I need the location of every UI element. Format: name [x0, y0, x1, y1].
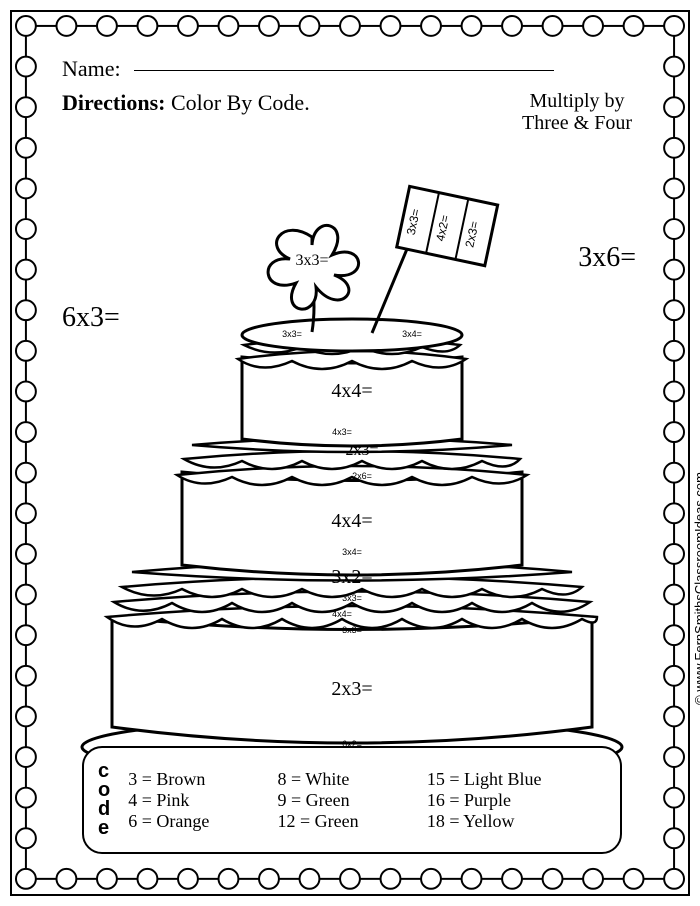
code-item: 4 = Pink: [128, 790, 277, 811]
subtitle: Multiply by Three & Four: [522, 90, 632, 134]
subtitle-l2: Three & Four: [522, 112, 632, 134]
lbl-t3-f2: 4x4=: [332, 609, 352, 619]
lbl-topL: 3x3=: [282, 329, 302, 339]
cake: 3x3= 4x2= 2x3= 3x3= 3x3= 3x4= 4x4= 4x3= …: [52, 147, 652, 787]
code-item: 8 = White: [278, 769, 427, 790]
lbl-t2-mid: 2x6=: [352, 471, 372, 481]
subtitle-l1: Multiply by: [522, 90, 632, 112]
tier1-top: [242, 319, 462, 351]
lbl-t3-f1: 3x3=: [342, 593, 362, 603]
lbl-t1-body: 4x4=: [331, 380, 372, 402]
lbl-t3-top: 3x2=: [331, 566, 372, 588]
lbl-t2-frost: 3x4=: [342, 547, 362, 557]
directions-label: Directions:: [62, 90, 165, 115]
copyright-credit: © www.FernSmithsClassroomIdeas.com: [692, 472, 700, 705]
code-item: 15 = Light Blue: [427, 769, 606, 790]
name-input-line[interactable]: [134, 70, 554, 71]
code-item: 18 = Yellow: [427, 811, 606, 832]
code-item: 6 = Orange: [128, 811, 277, 832]
directions-text: Color By Code.: [171, 90, 310, 115]
lbl-t2-body: 4x4=: [331, 510, 372, 532]
code-item: 3 = Brown: [128, 769, 277, 790]
code-grid: 3 = Brown8 = White15 = Light Blue 4 = Pin…: [128, 769, 606, 832]
lbl-topR: 3x4=: [402, 329, 422, 339]
code-item: 9 = Green: [278, 790, 427, 811]
code-label: c o d e: [98, 762, 110, 838]
name-row: Name:: [62, 56, 638, 82]
clover: [268, 225, 358, 332]
lbl-t3-body: 2x3=: [331, 678, 372, 700]
worksheet-page: Name: Directions: Color By Code. Multipl…: [10, 10, 690, 896]
lbl-t1-frost: 4x3=: [332, 427, 352, 437]
lbl-clover: 3x3=: [295, 252, 328, 269]
name-label: Name:: [62, 56, 121, 81]
code-box: c o d e 3 = Brown8 = White15 = Light Blu…: [82, 746, 622, 854]
lbl-t2-top: 2x3=: [345, 442, 378, 459]
code-item: 16 = Purple: [427, 790, 606, 811]
code-item: 12 = Green: [278, 811, 427, 832]
lbl-t3-f3: 3x3=: [342, 625, 362, 635]
